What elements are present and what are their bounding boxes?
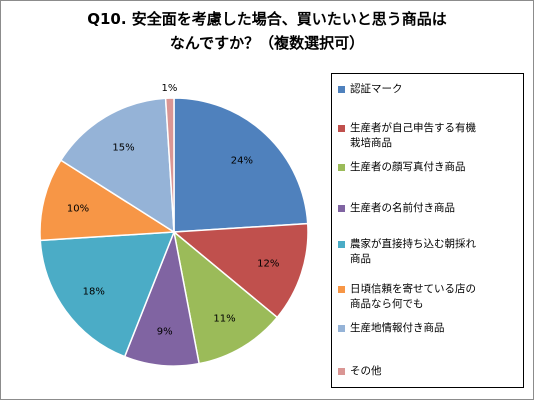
legend-label-1-1: 栽培商品	[350, 137, 392, 149]
legend-swatch-0	[338, 86, 345, 93]
data-label-1: 12%	[257, 259, 279, 270]
chart-legend: 認証マーク生産者が自己申告する有機 栽培商品生産者の顔写真付き商品 生産者の名前付き…	[331, 73, 524, 388]
pie-slice-1	[172, 222, 309, 319]
chart-title-line-2: なんですか？（複数選択可）	[169, 34, 365, 52]
legend-item-5: 日頃信頼を寄せている店の 商品なら何でも	[338, 282, 518, 312]
pie-slice-7	[164, 97, 175, 233]
legend-item-4: 農家が直接持ち込む朝採れ 商品	[338, 237, 518, 267]
data-label-4: 18%	[83, 286, 105, 297]
data-label-0: 24%	[231, 156, 253, 167]
legend-label-3-0: 生産者の名前付き商品	[350, 202, 455, 214]
data-label-6: 15%	[112, 143, 134, 154]
legend-label-1-0: 生産者が自己申告する有機	[350, 122, 476, 134]
chart-title-line-1: Q10. 安全面を考慮した場合、買いたいと思う商品は	[87, 10, 447, 28]
legend-label-4-0: 農家が直接持ち込む朝採れ	[350, 238, 476, 250]
pie-slice-2	[172, 230, 279, 365]
legend-label-6-0: 生産地情報付き商品	[350, 322, 445, 334]
legend-label-5-0: 日頃信頼を寄せている店の	[350, 283, 476, 295]
legend-item-1: 生産者が自己申告する有機 栽培商品	[338, 121, 518, 151]
chart-title: Q10. 安全面を考慮した場合、買いたいと思う商品は なんですか？（複数選択可）	[1, 7, 533, 55]
legend-item-6: 生産地情報付き商品	[338, 321, 518, 336]
legend-label-7-0: その他	[350, 365, 382, 377]
legend-label-0-0: 認証マーク	[350, 83, 403, 95]
legend-label-5-1: 商品なら何でも	[350, 298, 424, 310]
legend-swatch-5	[338, 286, 345, 293]
legend-item-0: 認証マーク	[338, 82, 518, 97]
legend-swatch-4	[338, 241, 345, 248]
data-label-3: 9%	[157, 327, 173, 338]
pie-slice-6	[59, 97, 175, 234]
legend-label-4-1: 商品	[350, 253, 371, 265]
legend-swatch-3	[338, 205, 345, 212]
legend-swatch-6	[338, 325, 345, 332]
pie-slice-5	[39, 159, 177, 242]
legend-item-3: 生産者の名前付き商品	[338, 201, 518, 216]
pie-slice-4	[39, 231, 176, 358]
legend-swatch-7	[338, 368, 345, 375]
data-label-2: 11%	[213, 313, 235, 324]
data-label-5: 10%	[67, 203, 89, 214]
legend-swatch-2	[338, 164, 345, 171]
pie-slice-0	[173, 97, 309, 233]
data-label-7: 1%	[161, 83, 177, 94]
legend-label-2-0: 生産者の顔写真付き商品	[350, 161, 466, 173]
legend-swatch-1	[338, 125, 345, 132]
legend-item-2: 生産者の顔写真付き商品	[338, 160, 518, 175]
legend-item-7: その他	[338, 364, 518, 379]
